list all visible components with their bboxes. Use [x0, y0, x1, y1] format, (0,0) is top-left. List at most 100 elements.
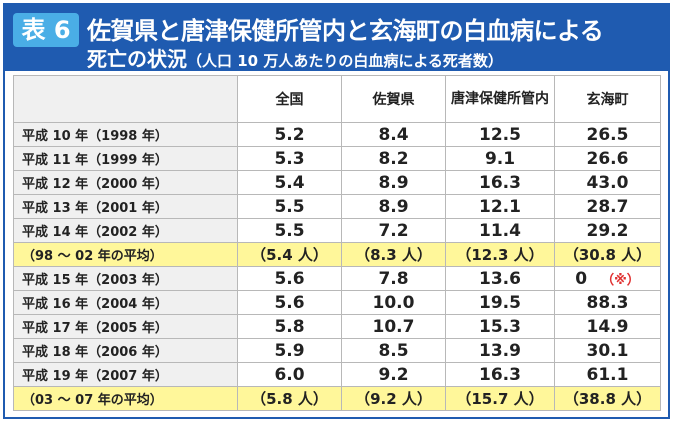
value-cell: 19.5 — [445, 290, 555, 315]
value-text: 8.5 — [378, 340, 409, 361]
value-text: 30.1 — [586, 340, 629, 361]
row-label: （03 ～ 07 年の平均） — [13, 386, 238, 411]
value-cell: 5.8 — [237, 314, 342, 339]
leukemia-death-table: 全国 佐賀県 唐津保健所管内 玄海町 平成 10 年（1998 年） 5.2 8.4… — [13, 75, 661, 411]
table-row: 平成 19 年（2007 年） 6.0 9.2 16.3 61.1 — [13, 362, 661, 387]
value-text: 5.9 — [274, 340, 305, 361]
value-cell: 10.0 — [341, 290, 446, 315]
value-cell: （9.2 人） — [341, 386, 446, 411]
value-text: 15.3 — [479, 316, 521, 337]
value-text: （38.8 人） — [563, 390, 652, 408]
value-text: 12.5 — [479, 124, 521, 145]
value-text: 19.5 — [479, 292, 521, 313]
value-text: 11.4 — [479, 220, 521, 241]
value-cell: （30.8 人） — [554, 242, 661, 267]
value-text: 7.2 — [378, 220, 409, 241]
value-text: （30.8 人） — [563, 246, 652, 264]
value-text: 5.2 — [274, 124, 305, 145]
value-cell: 29.2 — [554, 218, 661, 243]
value-text: 5.8 — [274, 316, 305, 337]
average-row: （03 ～ 07 年の平均） （5.8 人） （9.2 人） （15.7 人） （38.… — [13, 386, 661, 411]
value-text: （5.4 人） — [251, 246, 328, 264]
value-text: 61.1 — [586, 364, 629, 385]
value-text: 9.2 — [378, 364, 409, 385]
header-row: 全国 佐賀県 唐津保健所管内 玄海町 — [13, 75, 661, 123]
row-label: 平成 13 年（2001 年） — [13, 194, 238, 219]
value-text: 13.6 — [479, 268, 521, 289]
table-row: 平成 18 年（2006 年） 5.9 8.5 13.9 30.1 — [13, 338, 661, 363]
value-text: 16.3 — [479, 364, 521, 385]
value-cell: 5.6 — [237, 290, 342, 315]
table-row: 平成 12 年（2000 年） 5.4 8.9 16.3 43.0 — [13, 170, 661, 195]
value-cell: 5.4 — [237, 170, 342, 195]
value-text: （12.3 人） — [456, 246, 544, 264]
column-header: 佐賀県 — [341, 75, 446, 123]
value-cell: （8.3 人） — [341, 242, 446, 267]
value-text: （15.7 人） — [456, 390, 544, 408]
value-text: 5.5 — [274, 196, 305, 217]
value-text: 26.5 — [586, 124, 629, 145]
row-label: 平成 12 年（2000 年） — [13, 170, 238, 195]
value-text: 13.9 — [479, 340, 521, 361]
value-cell: 14.9 — [554, 314, 661, 339]
value-cell: 8.9 — [341, 194, 446, 219]
value-text: 10.0 — [372, 292, 415, 313]
value-cell: 5.9 — [237, 338, 342, 363]
value-text: 7.8 — [378, 268, 409, 289]
value-cell: 88.3 — [554, 290, 661, 315]
title-bar: 表 6 佐賀県と唐津保健所管内と玄海町の白血病による 死亡の状況（人口 10 万… — [5, 5, 668, 71]
table-body: 平成 10 年（1998 年） 5.2 8.4 12.5 26.5 平成 11 年（199… — [13, 122, 661, 411]
value-text: 5.6 — [274, 268, 305, 289]
row-label: 平成 15 年（2003 年） — [13, 266, 238, 291]
row-label: 平成 14 年（2002 年） — [13, 218, 238, 243]
value-cell: 30.1 — [554, 338, 661, 363]
row-label: 平成 19 年（2007 年） — [13, 362, 238, 387]
value-cell: 12.5 — [445, 122, 555, 147]
row-label: 平成 17 年（2005 年） — [13, 314, 238, 339]
value-text: （8.3 人） — [355, 246, 432, 264]
value-cell: （5.8 人） — [237, 386, 342, 411]
value-cell: 8.5 — [341, 338, 446, 363]
value-text: （9.2 人） — [355, 390, 432, 408]
value-text: 6.0 — [274, 364, 305, 385]
row-label: 平成 16 年（2004 年） — [13, 290, 238, 315]
value-cell: 9.1 — [445, 146, 555, 171]
value-cell: 43.0 — [554, 170, 661, 195]
value-cell: 61.1 — [554, 362, 661, 387]
value-text: 10.7 — [372, 316, 415, 337]
value-cell: 26.5 — [554, 122, 661, 147]
figure-frame: 表 6 佐賀県と唐津保健所管内と玄海町の白血病による 死亡の状況（人口 10 万… — [3, 3, 670, 419]
value-text: 28.7 — [586, 196, 629, 217]
table-number-badge: 表 6 — [13, 13, 79, 47]
value-cell: 13.9 — [445, 338, 555, 363]
value-cell: 28.7 — [554, 194, 661, 219]
value-cell: （38.8 人） — [554, 386, 661, 411]
value-cell: 12.1 — [445, 194, 555, 219]
value-cell: 8.2 — [341, 146, 446, 171]
table-row: 平成 13 年（2001 年） 5.5 8.9 12.1 28.7 — [13, 194, 661, 219]
value-text: 88.3 — [586, 292, 629, 313]
row-label: 平成 10 年（1998 年） — [13, 122, 238, 147]
value-text: 8.2 — [378, 148, 409, 169]
value-cell: 7.8 — [341, 266, 446, 291]
value-text: 12.1 — [479, 196, 521, 217]
column-header: 全国 — [237, 75, 342, 123]
value-text: 5.3 — [274, 148, 305, 169]
row-label: 平成 11 年（1999 年） — [13, 146, 238, 171]
row-label: 平成 18 年（2006 年） — [13, 338, 238, 363]
value-text: 5.4 — [274, 172, 305, 193]
value-cell: 9.2 — [341, 362, 446, 387]
value-cell: 7.2 — [341, 218, 446, 243]
table-row: 平成 16 年（2004 年） 5.6 10.0 19.5 88.3 — [13, 290, 661, 315]
column-header: 唐津保健所管内 — [445, 75, 555, 123]
footnote-marker: （※） — [601, 272, 640, 288]
value-text: 5.5 — [274, 220, 305, 241]
value-text: 14.9 — [586, 316, 629, 337]
title-subtitle: （人口 10 万人あたりの白血病による死者数） — [187, 52, 503, 70]
value-text: 43.0 — [586, 172, 629, 193]
value-cell: （12.3 人） — [445, 242, 555, 267]
table-row: 平成 10 年（1998 年） 5.2 8.4 12.5 26.5 — [13, 122, 661, 147]
average-row: （98 ～ 02 年の平均） （5.4 人） （8.3 人） （12.3 人） （30.… — [13, 242, 661, 267]
value-cell: 26.6 — [554, 146, 661, 171]
title-main: 死亡の状況 — [87, 47, 187, 71]
